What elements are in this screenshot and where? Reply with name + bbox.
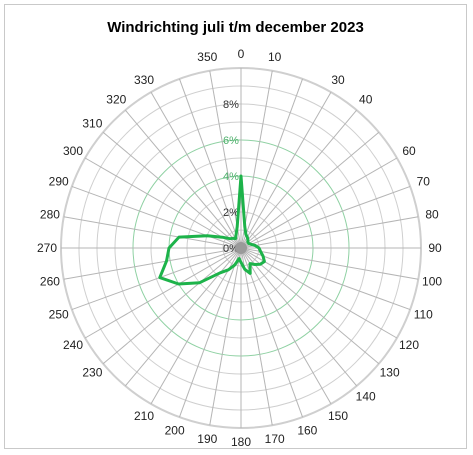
spoke-line	[240, 131, 380, 249]
chart-frame: Windrichting juli t/m december 2023	[4, 4, 467, 449]
radial-tick-label: 4%	[223, 171, 239, 183]
radial-tick-label: 8%	[223, 99, 239, 111]
angle-tick-label: 210	[134, 409, 154, 423]
spoke-line	[240, 91, 332, 249]
angle-tick-label: 200	[165, 423, 185, 437]
angle-tick-label: 140	[356, 390, 376, 404]
angle-tick-label: 250	[49, 307, 69, 321]
angle-tick-label: 290	[49, 175, 69, 189]
angle-tick-label: 330	[134, 73, 154, 87]
spoke-line	[102, 247, 242, 365]
angle-tick-label: 0	[238, 47, 245, 61]
spoke-line	[63, 216, 242, 249]
spoke-line	[240, 109, 358, 249]
angle-tick-label: 150	[328, 409, 348, 423]
spoke-line	[63, 247, 242, 280]
angle-tick-label: 70	[417, 175, 431, 189]
angle-tick-label: 180	[231, 435, 251, 449]
spoke-line	[240, 247, 332, 405]
angle-tick-label: 30	[331, 73, 345, 87]
angle-tick-label: 10	[268, 50, 282, 64]
spoke-line	[240, 247, 419, 280]
spoke-line	[240, 247, 358, 387]
spoke-line	[240, 216, 419, 249]
angle-tick-label: 130	[380, 366, 400, 380]
angle-tick-label: 90	[428, 241, 442, 255]
angle-tick-label: 280	[40, 207, 60, 221]
angle-tick-label: 320	[106, 92, 126, 106]
angle-tick-label: 60	[402, 144, 416, 158]
spoke-line	[102, 131, 242, 249]
angle-tick-label: 190	[197, 432, 217, 446]
spoke-line	[240, 78, 304, 249]
angle-tick-label: 160	[297, 423, 317, 437]
center-dot	[235, 242, 247, 254]
spoke-line	[240, 247, 304, 418]
spoke-line	[150, 91, 242, 249]
radial-tick-label: 6%	[223, 135, 239, 147]
spoke-line	[240, 247, 273, 426]
spoke-line	[84, 157, 242, 249]
angle-tick-label: 120	[399, 338, 419, 352]
angle-tick-label: 100	[422, 275, 442, 289]
angle-tick-label: 240	[63, 338, 83, 352]
spoke-line	[209, 247, 242, 426]
spoke-line	[240, 185, 411, 249]
angle-tick-label: 260	[40, 275, 60, 289]
series-line	[158, 174, 266, 286]
spoke-line	[124, 109, 242, 249]
angle-tick-label: 110	[414, 307, 433, 321]
spoke-line	[240, 247, 380, 365]
angle-tick-label: 300	[63, 144, 83, 158]
spoke-line	[150, 247, 242, 405]
spoke-line	[71, 247, 242, 311]
radial-tick-label: 2%	[223, 207, 239, 219]
angle-tick-label: 80	[425, 207, 439, 221]
spoke-line	[240, 157, 398, 249]
spoke-line	[178, 78, 242, 249]
spoke-line	[240, 247, 411, 311]
spoke-line	[240, 247, 398, 339]
angle-tick-label: 170	[265, 432, 285, 446]
spoke-line	[209, 70, 242, 249]
spoke-line	[178, 247, 242, 418]
radial-tick-label: 0%	[223, 243, 239, 255]
spoke-line	[84, 247, 242, 339]
angle-tick-label: 40	[359, 92, 373, 106]
angle-tick-label: 310	[82, 116, 102, 130]
chart-title: Windrichting juli t/m december 2023	[107, 19, 364, 36]
spoke-line	[240, 70, 273, 249]
angle-tick-label: 230	[82, 366, 102, 380]
angle-tick-label: 350	[197, 50, 217, 64]
angle-tick-label: 270	[37, 241, 57, 255]
